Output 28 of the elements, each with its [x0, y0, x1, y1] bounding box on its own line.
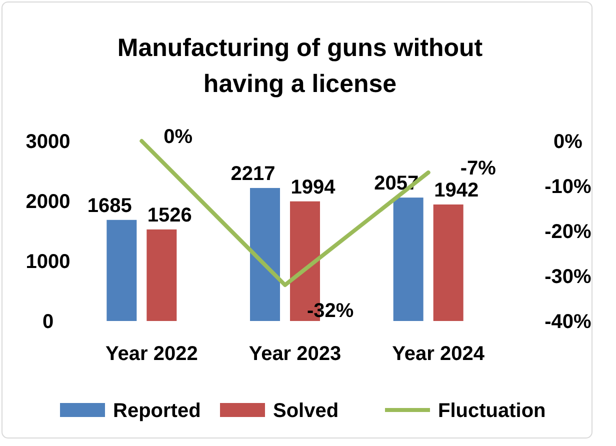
y2-tick-label: 0%	[554, 131, 583, 153]
y2-tick-label: -40%	[544, 311, 592, 333]
x-tick-label: Year 2023	[248, 343, 342, 365]
bar	[250, 188, 280, 321]
x-tick-label: Year 2022	[106, 343, 198, 365]
legend-label: Reported	[113, 400, 201, 422]
chart-title: Manufacturing of guns without having a license	[117, 34, 484, 98]
y2-tick-label: -20%	[544, 221, 592, 243]
bar	[433, 204, 464, 321]
y-tick-label: 2000	[26, 191, 70, 213]
y2-tick-label: -10%	[544, 176, 592, 198]
legend-label: Solved	[273, 400, 339, 422]
data-label: 1942	[434, 179, 479, 202]
legend-label: Fluctuation	[438, 400, 546, 422]
bar	[146, 229, 177, 321]
data-label: 1685	[87, 194, 132, 217]
y-tick-label: 1000	[26, 251, 70, 273]
y-tick-label: 0	[42, 311, 54, 333]
y2-tick-label: -30%	[544, 266, 592, 288]
data-label: 2217	[230, 162, 276, 185]
y-tick-label: 3000	[26, 131, 70, 153]
data-label: 0%	[164, 126, 193, 148]
data-label: 1994	[290, 176, 336, 198]
bar	[106, 220, 137, 321]
x-tick-label: Year 2024	[392, 343, 486, 365]
bar	[393, 198, 424, 321]
data-label: 1526	[147, 204, 192, 226]
data-label: -7%	[460, 158, 496, 180]
